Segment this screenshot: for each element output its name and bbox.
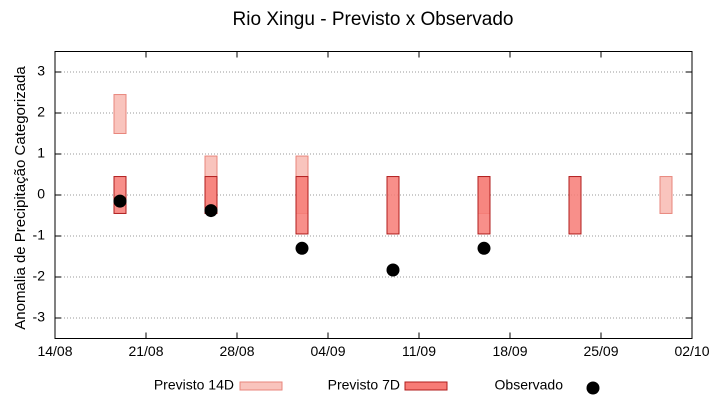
observed-point <box>204 204 218 218</box>
x-tick-label: 25/09 <box>583 343 618 359</box>
x-tick-label: 04/09 <box>310 343 345 359</box>
y-tick-label: 0 <box>37 186 45 202</box>
forecast-box <box>295 176 309 235</box>
legend-swatch <box>586 381 600 395</box>
y-tick-label: -3 <box>33 309 46 325</box>
legend-label: Previsto 7D <box>328 377 400 393</box>
legend-swatch <box>239 381 283 391</box>
x-tick-label: 18/09 <box>492 343 527 359</box>
observed-point <box>113 194 127 208</box>
plot-frame <box>54 51 693 339</box>
legend-swatch <box>404 381 448 391</box>
x-tick-label: 28/08 <box>219 343 254 359</box>
forecast-box <box>568 176 582 235</box>
x-tick-label: 14/08 <box>37 343 72 359</box>
legend-label: Previsto 14D <box>154 377 234 393</box>
observed-point <box>477 241 491 255</box>
y-tick-label: -1 <box>33 227 46 243</box>
forecast-box <box>113 94 127 135</box>
observed-point <box>386 263 400 277</box>
y-tick-label: 3 <box>37 63 45 79</box>
legend-label: Observado <box>495 377 564 393</box>
y-tick-label: -2 <box>33 268 46 284</box>
y-tick-label: 1 <box>37 145 45 161</box>
forecast-box <box>477 176 491 235</box>
y-axis-label: Anomalia de Precipitação Categorizada <box>12 66 29 330</box>
y-tick-label: 2 <box>37 104 45 120</box>
x-tick-label: 11/09 <box>402 343 436 359</box>
observed-point <box>295 241 309 255</box>
x-tick-label: 21/08 <box>128 343 163 359</box>
x-tick-label: 02/10 <box>674 343 709 359</box>
chart-title: Rio Xingu - Previsto x Observado <box>233 9 514 30</box>
forecast-box <box>659 176 673 214</box>
forecast-box <box>386 176 400 235</box>
